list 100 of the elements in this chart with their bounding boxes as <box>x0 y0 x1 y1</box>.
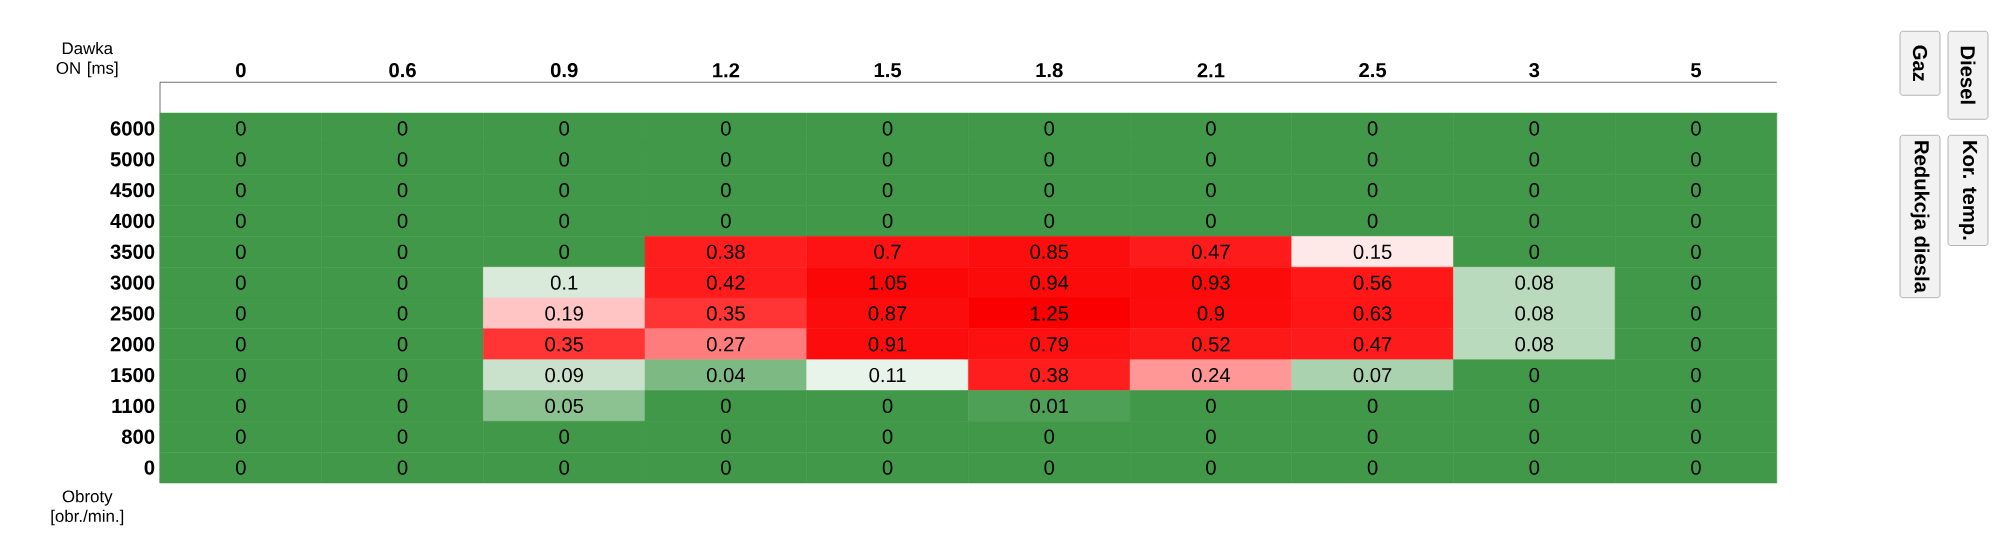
data-label: 0 <box>1529 121 1540 136</box>
data-label: 0 <box>559 121 570 136</box>
data-label: 0 <box>1367 429 1378 444</box>
data-label: 0 <box>397 306 408 321</box>
data-label: 0 <box>236 337 246 352</box>
y-tick-label: 2500 <box>110 306 155 321</box>
data-label: 0.47 <box>1353 337 1392 352</box>
data-label: 0.63 <box>1353 306 1392 321</box>
data-label: 0 <box>559 152 570 167</box>
data-label: 0.42 <box>706 275 745 290</box>
y-tick-label: 5000 <box>110 152 155 167</box>
data-label: 0 <box>882 429 893 444</box>
data-label: 0 <box>559 213 570 229</box>
x-tick-label: 5 <box>1690 63 1702 78</box>
text: Kor. temp. <box>1958 141 1978 240</box>
y-tick-label: 2000 <box>110 337 155 352</box>
data-label: 0 <box>1206 121 1216 136</box>
data-label: 0 <box>882 182 893 198</box>
data-label: 0 <box>236 275 246 290</box>
data-label: 0 <box>1367 398 1378 414</box>
data-label: 0 <box>1529 244 1540 259</box>
data-label: 0.07 <box>1353 367 1392 383</box>
data-label: 0.79 <box>1030 337 1068 352</box>
y-tick-label: 4000 <box>110 213 155 229</box>
data-label: 0 <box>1367 213 1378 229</box>
data-label: 0 <box>397 152 408 167</box>
y-tick-label: 3500 <box>110 244 155 259</box>
data-label: 0 <box>1691 306 1701 321</box>
data-label: 0 <box>1367 460 1378 475</box>
data-label: 0 <box>1367 121 1378 136</box>
data-label: 0.85 <box>1030 244 1069 259</box>
data-label: 0.09 <box>545 367 583 383</box>
data-label: 0 <box>397 213 408 229</box>
data-label: 0 <box>882 213 893 229</box>
data-label: 1.05 <box>869 275 907 290</box>
data-label: 0.91 <box>868 337 907 352</box>
data-label: 0 <box>559 244 570 259</box>
data-label: 0 <box>559 182 570 198</box>
data-label: 0 <box>721 152 731 167</box>
data-label: 0 <box>397 337 408 352</box>
data-label: 0 <box>236 182 246 198</box>
data-label: 0.15 <box>1353 244 1392 259</box>
data-label: 0 <box>721 182 731 198</box>
data-label: 0.35 <box>545 337 584 352</box>
data-label: 0 <box>1691 121 1701 136</box>
x-tick-label: 2.5 <box>1359 62 1387 78</box>
data-label: 0 <box>1206 152 1216 167</box>
data-label: 0.38 <box>1030 367 1069 383</box>
data-label: 0 <box>397 367 408 383</box>
data-label: 0 <box>1529 182 1540 198</box>
data-label: 0 <box>1529 152 1540 167</box>
data-label: 0 <box>397 429 408 444</box>
data-label: 0.93 <box>1192 275 1230 290</box>
data-label: 0 <box>1044 213 1055 229</box>
data-label: 0 <box>236 121 246 136</box>
data-label: 0 <box>1691 152 1701 167</box>
data-label: 0 <box>1691 182 1701 198</box>
data-label: 0 <box>1691 429 1701 444</box>
x-tick-label: 2.1 <box>1197 63 1225 78</box>
data-label: 0 <box>236 244 246 259</box>
data-label: 0 <box>397 275 408 290</box>
data-label: 0 <box>1044 460 1055 475</box>
data-label: 0 <box>1691 367 1701 383</box>
data-label: 0 <box>1044 152 1055 167</box>
x-tick-label: 1.5 <box>874 63 902 78</box>
data-label: 0.08 <box>1515 275 1554 290</box>
data-label: 0 <box>882 121 893 136</box>
data-label: 0 <box>397 121 408 136</box>
data-label: 0 <box>1691 213 1701 229</box>
y-axis-title: Obroty [obr./min.] <box>51 489 124 526</box>
data-label: 0 <box>236 429 246 444</box>
data-label: 0 <box>397 182 408 198</box>
data-label: 0.05 <box>545 398 584 414</box>
y-tick-label: 0 <box>144 460 155 475</box>
data-label: 0 <box>1206 460 1216 475</box>
data-label: 0.11 <box>869 367 906 383</box>
data-label: 0 <box>1691 398 1701 414</box>
data-label: 0 <box>1691 460 1701 475</box>
y-tick-label: 800 <box>121 429 155 444</box>
data-label: 0 <box>721 213 731 229</box>
x-tick-label: 1.2 <box>713 63 740 78</box>
data-label: 0.35 <box>706 306 745 321</box>
data-label: 0 <box>1691 275 1701 290</box>
y-tick-label: 1500 <box>111 367 155 383</box>
data-label: 0.9 <box>1197 306 1225 321</box>
data-label: 0 <box>559 429 570 444</box>
data-label: 0 <box>1044 182 1055 198</box>
data-label: 0 <box>882 398 893 414</box>
data-label: 0 <box>397 460 408 475</box>
data-label: 0 <box>721 460 731 475</box>
text: Diesel <box>1960 46 1976 104</box>
data-label: 1.25 <box>1031 306 1069 321</box>
data-label: 0 <box>1691 337 1701 352</box>
data-label: 0 <box>236 306 246 321</box>
text: Redukcja diesla <box>1910 141 1930 294</box>
y-tick-label: 1100 <box>112 398 155 414</box>
data-label: 0 <box>1529 398 1540 414</box>
data-label: 0.52 <box>1192 337 1230 352</box>
data-label: 0.56 <box>1353 275 1392 290</box>
data-label: 0.27 <box>706 337 745 352</box>
